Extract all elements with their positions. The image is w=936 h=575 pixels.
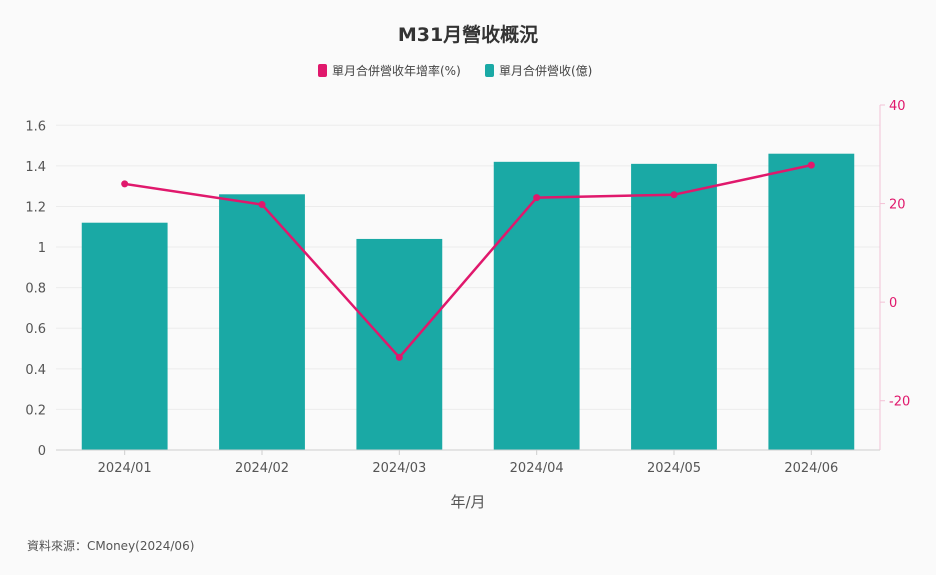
line-point xyxy=(121,180,129,188)
line-point xyxy=(670,191,678,199)
x-axis-label: 年/月 xyxy=(450,493,485,511)
bar xyxy=(768,153,855,451)
line-point xyxy=(395,353,403,361)
y-right-tick-label: 20 xyxy=(889,198,906,213)
growth-line xyxy=(124,163,812,359)
legend-label-growth[interactable]: 單月合併營收年增率(%) xyxy=(332,63,461,78)
x-tick-label: 2024/03 xyxy=(372,461,426,476)
y-left-tick-label: 0.8 xyxy=(25,282,46,297)
y-left-tick-label: 1.6 xyxy=(25,119,46,134)
x-tick-label: 2024/05 xyxy=(647,461,701,476)
bar xyxy=(219,194,305,450)
legend-swatch-growth xyxy=(318,64,327,77)
y-right-tick-label: 40 xyxy=(889,99,906,114)
bar xyxy=(356,238,443,450)
line-point xyxy=(258,201,266,209)
y-left-tick-label: 0.6 xyxy=(25,322,46,337)
chart-title: M31月營收概況 xyxy=(398,23,538,46)
y-left-tick-label: 1.2 xyxy=(25,200,46,215)
y-right-tick-label: -20 xyxy=(889,395,910,410)
y-left-tick-label: 0.4 xyxy=(25,363,46,378)
source-note: 資料來源：CMoney(2024/06) xyxy=(27,539,194,553)
line-series xyxy=(121,161,815,361)
y-left-tick-label: 0.2 xyxy=(25,403,46,418)
bar xyxy=(631,163,717,450)
legend-label-revenue[interactable]: 單月合併營收(億) xyxy=(499,63,592,78)
y-left-tick-label: 0 xyxy=(38,444,46,459)
y-right-tick-label: 0 xyxy=(889,296,897,311)
legend-swatch-revenue xyxy=(485,64,494,77)
bar xyxy=(493,161,580,450)
x-tick-label: 2024/01 xyxy=(98,461,152,476)
line-point xyxy=(533,194,541,202)
axes: 0 0.2 0.4 0.6 0.8 1 1.2 1.4 1.6 -20 0 20 40 2024/01 20… xyxy=(25,99,910,476)
x-tick-label: 2024/04 xyxy=(510,461,564,476)
y-left-tick-label: 1.4 xyxy=(25,160,46,175)
bar xyxy=(81,222,168,450)
bar-series xyxy=(81,153,855,451)
legend[interactable]: 單月合併營收年增率(%) 單月合併營收(億) xyxy=(318,63,592,78)
x-tick-label: 2024/06 xyxy=(784,461,838,476)
gridlines xyxy=(56,124,880,410)
y-left-tick-label: 1 xyxy=(38,241,46,256)
x-tick-label: 2024/02 xyxy=(235,461,289,476)
line-point xyxy=(807,161,815,169)
